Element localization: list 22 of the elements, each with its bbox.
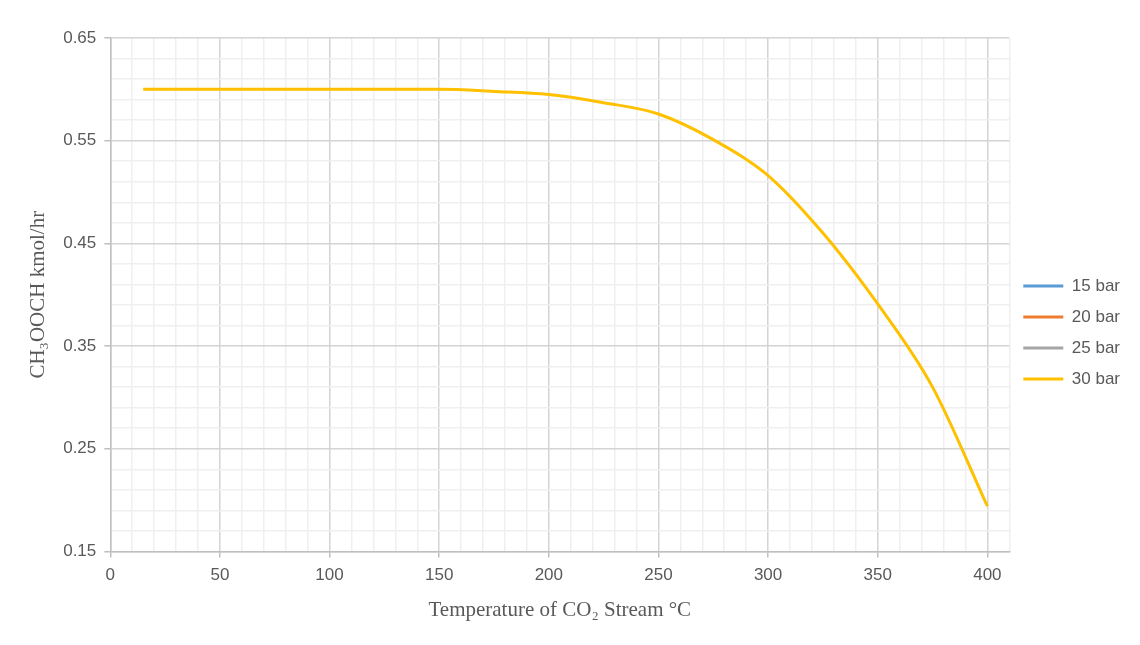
- legend-label: 30 bar: [1071, 368, 1121, 388]
- y-tick-label: 0.35: [63, 335, 97, 355]
- y-axis-title: CH₃OOCH kmol/hr: [25, 210, 50, 379]
- x-tick-label: 150: [425, 565, 454, 585]
- x-tick-label: 200: [534, 565, 564, 585]
- x-tick-label: 300: [753, 565, 783, 585]
- line-series: [141, 87, 989, 508]
- y-tick-label: 0.25: [63, 438, 97, 458]
- x-tick-label: 400: [973, 565, 1002, 585]
- y-tick-label: 0.45: [63, 233, 97, 253]
- x-tick-label: 250: [644, 565, 673, 585]
- y-tick-label: 0.65: [63, 27, 97, 47]
- x-tick-label: 0: [105, 565, 116, 585]
- x-axis-title: Temperature of CO₂ Stream °C: [428, 596, 692, 621]
- x-tick-label: 50: [210, 565, 230, 585]
- y-tick-label: 0.15: [63, 541, 97, 561]
- y-tick-label: 0.55: [63, 130, 97, 150]
- legend-label: 15 bar: [1071, 275, 1121, 295]
- x-tick-label: 100: [315, 565, 344, 585]
- x-tick-label: 350: [863, 565, 892, 585]
- legend-label: 20 bar: [1071, 306, 1121, 326]
- legend-label: 25 bar: [1071, 337, 1121, 357]
